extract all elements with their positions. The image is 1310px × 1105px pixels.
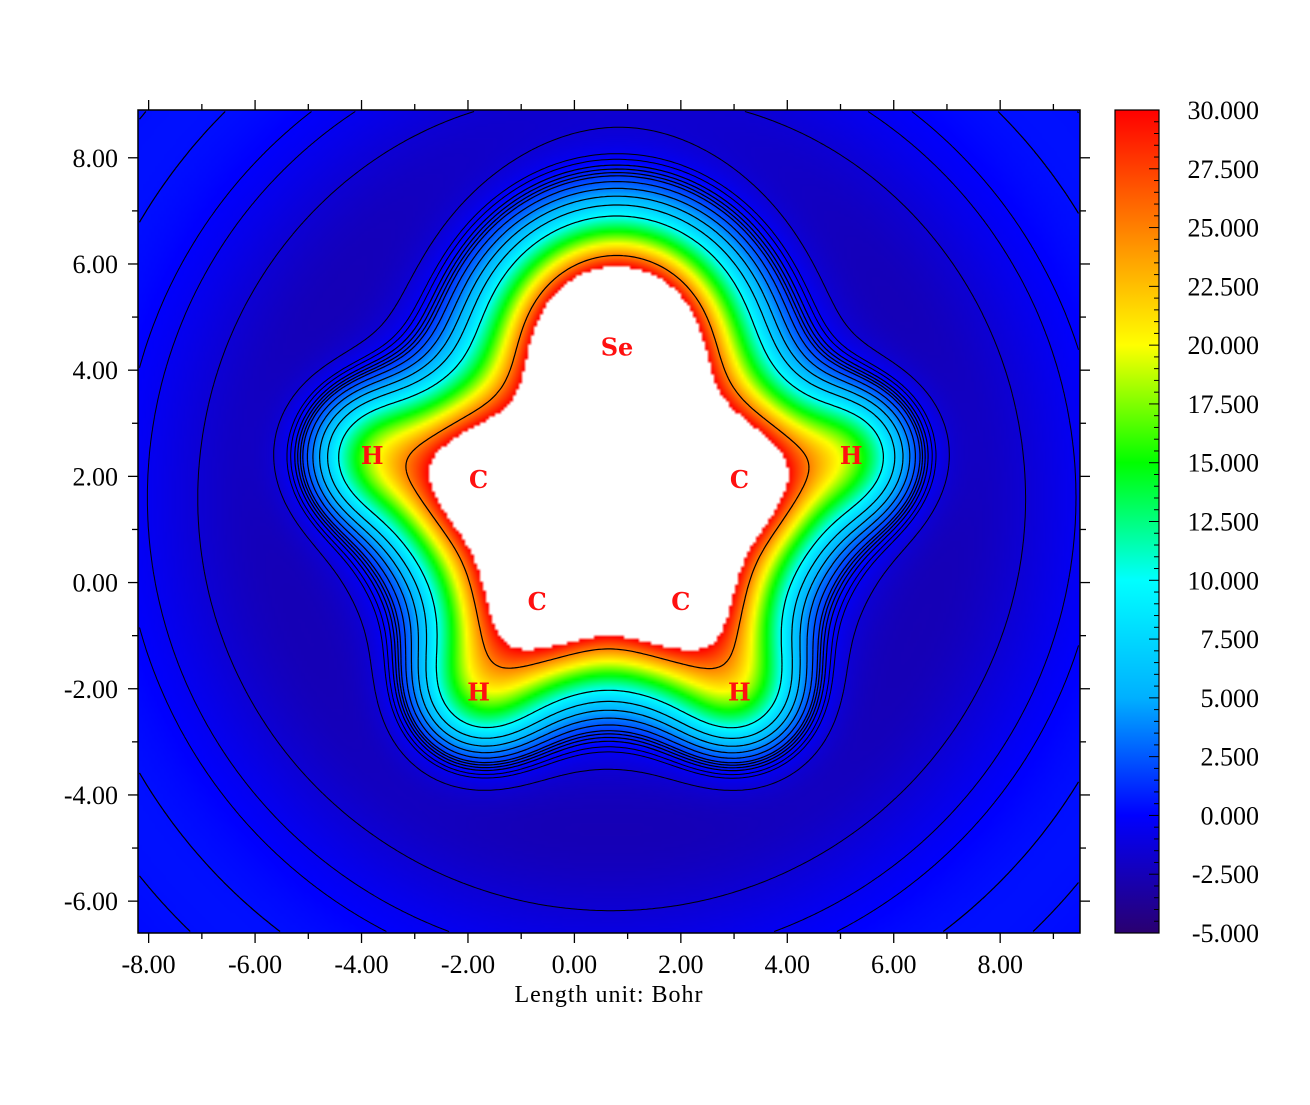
atom-labels: Se C C C C H H H H [361, 332, 863, 706]
contour-line [299, 172, 924, 766]
atom-label: C [528, 587, 547, 616]
atom-label: C [469, 465, 488, 494]
x-tick-label: 6.00 [871, 950, 917, 979]
colorbar-tick-label: 5.000 [1201, 684, 1260, 713]
x-tick-label: -2.00 [441, 950, 495, 979]
colorbar-tick-label: 27.500 [1188, 155, 1260, 184]
x-tick-label: 4.00 [765, 950, 811, 979]
y-tick-label: 2.00 [73, 462, 119, 491]
colorbar-tick-label: 12.500 [1188, 508, 1260, 537]
plot-frame [137, 109, 1081, 934]
colorbar-tick-label: -2.500 [1192, 860, 1259, 889]
heatmap-area [138, 110, 1080, 933]
colorbar-frame [1114, 109, 1160, 934]
contour-line [302, 175, 921, 764]
atom-label: C [730, 465, 749, 494]
x-tick-label: -8.00 [122, 950, 176, 979]
x-tick-label: -4.00 [334, 950, 388, 979]
y-tick-label: -2.00 [64, 675, 118, 704]
contour-line [319, 195, 904, 747]
colorbar-tick-label: 0.000 [1201, 801, 1260, 830]
colorbar-tick-label: 7.500 [1201, 625, 1260, 654]
colorbar-ticks: 30.000 27.500 25.000 22.500 20.000 17.500 15.0… [1114, 96, 1260, 948]
y-tick-label: 0.00 [73, 569, 119, 598]
colorbar-tick-label: 10.000 [1188, 566, 1260, 595]
contour-line [405, 254, 810, 670]
atom-label: H [728, 677, 751, 706]
colorbar-tick-label: -5.000 [1192, 919, 1259, 948]
atom-label: H [840, 441, 863, 470]
y-tick-label: 4.00 [73, 356, 119, 385]
contour-line-dashed [197, 111, 1027, 912]
y-tick-label: -4.00 [64, 781, 118, 810]
y-tick-label: 6.00 [73, 250, 119, 279]
atom-label: H [467, 677, 490, 706]
colorbar-tick-label: 20.000 [1188, 331, 1260, 360]
plot-axes: -8.00 -6.00 -4.00 -2.00 0.00 2.00 4.00 6.00 8.00… [64, 100, 1090, 979]
x-tick-label: 2.00 [658, 950, 704, 979]
heatmap-image [138, 110, 1080, 933]
colorbar-tick-label: 17.500 [1188, 390, 1260, 419]
contour-line [327, 204, 896, 739]
atom-label: C [671, 587, 690, 616]
contour-line [297, 168, 926, 769]
y-tick-label: 8.00 [73, 144, 119, 173]
colorbar-tick-label: 15.000 [1188, 449, 1260, 478]
atom-label: Se [601, 332, 634, 361]
colorbar: 30.000 27.500 25.000 22.500 20.000 17.500 15.0… [1114, 96, 1260, 948]
x-tick-label: 8.00 [977, 950, 1023, 979]
contour-line [306, 181, 916, 759]
y-tick-label: -6.00 [64, 887, 118, 916]
x-tick-label: -6.00 [228, 950, 282, 979]
contour-line [312, 187, 911, 754]
contour-line-dashed [139, 111, 1079, 932]
contour-line [138, 111, 1080, 932]
atom-label: H [361, 441, 384, 470]
colorbar-tick-label: 30.000 [1188, 96, 1260, 125]
colorbar-tick-label: 2.500 [1201, 743, 1260, 772]
colorbar-tick-label: 25.000 [1188, 214, 1260, 243]
x-tick-label: 0.00 [552, 950, 598, 979]
contour-lines [138, 111, 1080, 932]
colorbar-tick-label: 22.500 [1188, 272, 1260, 301]
x-axis-title: Length unit: Bohr [515, 982, 704, 1008]
contour-line-dashed [146, 111, 1077, 932]
contour-line [338, 215, 884, 729]
